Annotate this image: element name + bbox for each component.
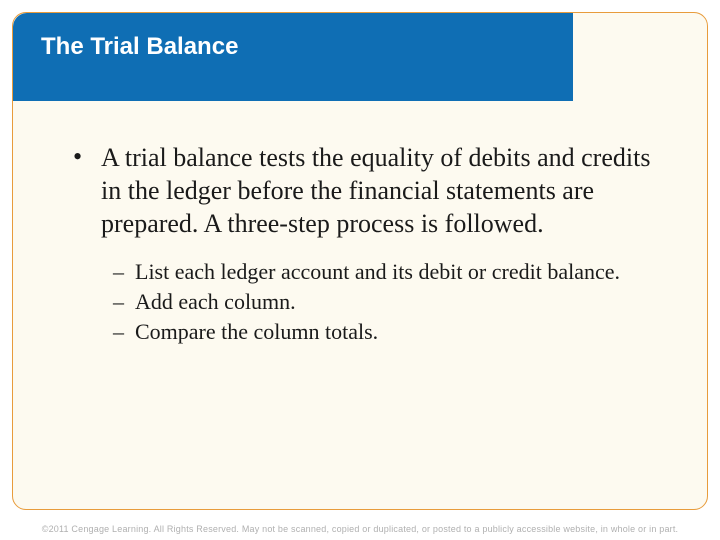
bullet-marker: • [73,141,101,240]
main-bullet: • A trial balance tests the equality of … [73,141,667,240]
slide-title: The Trial Balance [13,13,238,61]
sub-bullet: – Compare the column totals. [113,318,667,346]
sub-bullet-text: Add each column. [135,288,296,316]
slide: The Trial Balance • A trial balance test… [0,0,720,540]
copyright-footer: ©2011 Cengage Learning. All Rights Reser… [0,524,720,534]
main-bullet-text: A trial balance tests the equality of de… [101,141,667,240]
sub-marker: – [113,318,135,346]
sub-bullet: – Add each column. [113,288,667,316]
sub-bullet-text: List each ledger account and its debit o… [135,258,620,286]
sub-bullet: – List each ledger account and its debit… [113,258,667,286]
title-bar: The Trial Balance [13,13,573,101]
sub-bullet-list: – List each ledger account and its debit… [113,258,667,346]
content-frame: The Trial Balance • A trial balance test… [12,12,708,510]
sub-bullet-text: Compare the column totals. [135,318,378,346]
sub-marker: – [113,288,135,316]
sub-marker: – [113,258,135,286]
slide-body: • A trial balance tests the equality of … [73,141,667,348]
